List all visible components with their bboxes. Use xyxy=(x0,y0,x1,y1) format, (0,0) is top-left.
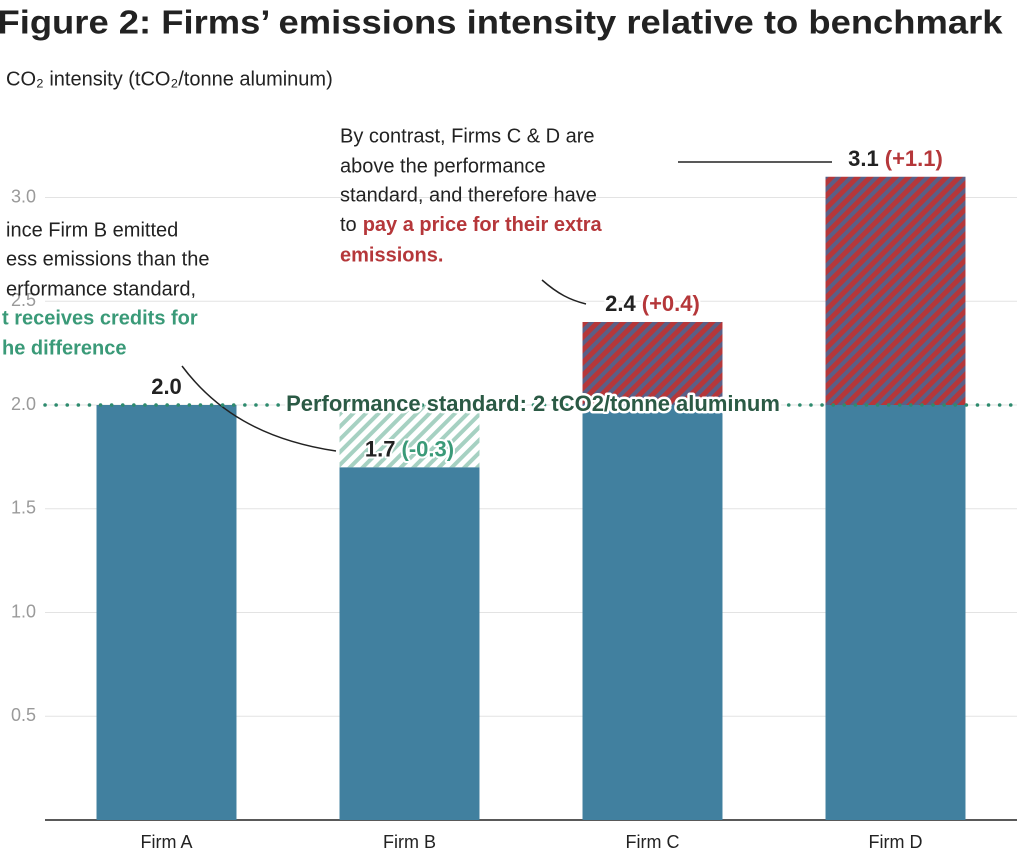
annotation-line: By contrast, Firms C & D are xyxy=(340,125,595,147)
y-tick-label: 1.5 xyxy=(11,498,36,518)
difference-label: (-0.3) xyxy=(402,436,455,461)
annotation-line: erformance standard, xyxy=(6,278,196,300)
annotation-highlight: pay a price for their extra xyxy=(363,214,603,236)
annotation: ince Firm B emitted ess emissions than t… xyxy=(2,219,337,452)
chart-subtitle: CO₂ intensity (tCO₂/tonne aluminum) xyxy=(6,68,333,90)
x-tick-label: Firm D xyxy=(869,832,923,852)
y-tick-label: 3.0 xyxy=(11,186,36,206)
connector xyxy=(181,365,337,452)
annotation-text: to xyxy=(340,214,357,236)
value-label: 2.4 xyxy=(605,291,636,316)
bar xyxy=(582,405,723,820)
annotation-line: ince Firm B emitted xyxy=(6,219,178,241)
data-label: 1.7 (-0.3) xyxy=(365,436,454,461)
data-label: 3.1 (+1.1) xyxy=(848,146,943,171)
credit-segment xyxy=(339,405,480,468)
chart-title: Figure 2: Firms’ emissions intensity rel… xyxy=(0,4,1003,41)
x-tick-label: Firm B xyxy=(383,832,436,852)
bar xyxy=(339,467,480,820)
annotation-line: ess emissions than the xyxy=(6,248,209,270)
y-tick-label: 2.0 xyxy=(11,394,36,414)
annotation: By contrast, Firms C & D are above the p… xyxy=(340,125,832,305)
excess-segment xyxy=(825,176,966,405)
connector xyxy=(541,279,587,305)
annotation-highlight: he difference xyxy=(2,337,126,359)
data-label: 2.0 xyxy=(151,374,182,399)
annotation-highlight: emissions. xyxy=(340,244,443,266)
y-tick-label: 1.0 xyxy=(11,601,36,621)
data-label: 2.4 (+0.4) xyxy=(605,291,700,316)
y-tick-label: 0.5 xyxy=(11,705,36,725)
annotation-line: above the performance xyxy=(340,155,546,177)
bar xyxy=(96,405,237,820)
labels: 2.0 1.7 (-0.3) 2.4 (+0.4) 3.1 (+1.1) Performanc… xyxy=(43,144,1019,463)
benchmark-label: Performance standard: 2 tCO2/tonne alumi… xyxy=(286,391,780,416)
excess-segment xyxy=(582,322,723,405)
x-tick-label: Firm C xyxy=(626,832,680,852)
annotation-line: standard, and therefore have xyxy=(340,184,597,206)
difference-label: (+0.4) xyxy=(642,291,700,316)
value-label: 1.7 xyxy=(365,436,396,461)
bars xyxy=(96,176,966,820)
annotation-line: to pay a price for their extra xyxy=(340,214,603,236)
bar xyxy=(825,405,966,820)
value-label: 3.1 xyxy=(848,146,879,171)
x-tick-label: Firm A xyxy=(141,832,193,852)
y-tick-label: 2.5 xyxy=(11,290,36,310)
value-label: 2.0 xyxy=(151,374,182,399)
annotation-highlight: t receives credits for xyxy=(2,307,198,329)
difference-label: (+1.1) xyxy=(885,146,943,171)
